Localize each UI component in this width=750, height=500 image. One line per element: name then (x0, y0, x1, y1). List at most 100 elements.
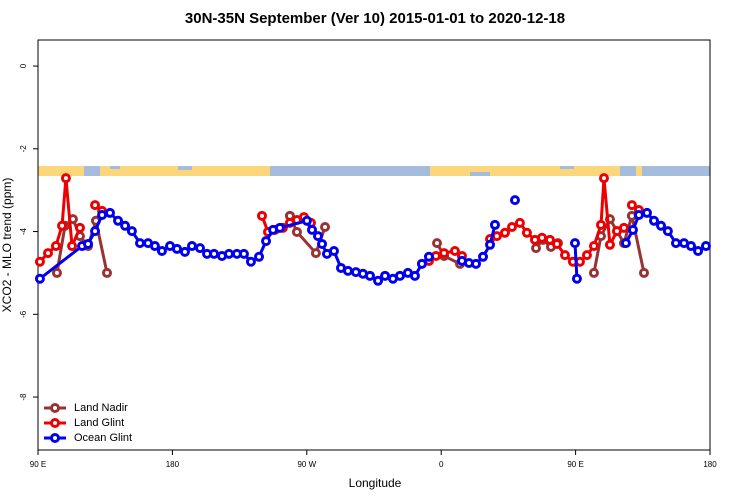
point (134, 238, 145, 249)
point (626, 200, 637, 211)
point (126, 226, 137, 237)
point (521, 227, 532, 238)
point (432, 238, 443, 249)
point (120, 220, 131, 231)
point (113, 215, 124, 226)
point (257, 210, 267, 221)
x-tick-label: 0 (439, 460, 444, 469)
point (209, 248, 220, 259)
point (373, 275, 384, 286)
point (238, 248, 249, 259)
point (620, 238, 631, 249)
point (60, 173, 71, 184)
point (83, 238, 94, 249)
y-tick-label: -2 (19, 145, 28, 153)
point (514, 217, 525, 228)
point (662, 226, 673, 237)
point (570, 238, 581, 249)
point (627, 224, 638, 235)
point (43, 248, 54, 259)
point (416, 258, 427, 269)
y-tick-label: 0 (19, 63, 28, 68)
legend-label: Land Glint (74, 417, 124, 429)
point (598, 173, 609, 184)
point (485, 239, 496, 250)
legend-marker (50, 403, 60, 413)
point (301, 215, 312, 226)
point (470, 258, 481, 269)
y-tick-label: -8 (19, 393, 28, 401)
point (67, 241, 78, 252)
point (588, 241, 599, 252)
point (380, 270, 391, 281)
point (499, 227, 510, 238)
x-tick-label: 180 (703, 460, 717, 469)
point (544, 234, 555, 245)
x-tick-label: 90 W (297, 460, 316, 469)
point (307, 224, 318, 235)
point (195, 243, 206, 254)
point (449, 245, 460, 256)
point (509, 195, 520, 206)
legend-marker (50, 418, 60, 428)
chart-title: 30N-35N September (Ver 10) 2015-01-01 to… (185, 10, 565, 27)
point (559, 250, 570, 261)
point (649, 215, 659, 226)
point (633, 210, 644, 221)
point (670, 238, 681, 249)
x-tick-label: 180 (166, 460, 180, 469)
point (172, 243, 183, 254)
y-tick-label: -4 (19, 227, 28, 235)
point (531, 243, 542, 254)
point (618, 222, 629, 233)
point (104, 207, 115, 218)
point (34, 273, 45, 284)
point (254, 251, 265, 262)
point (320, 222, 331, 233)
point (261, 236, 272, 247)
legend-label: Land Nadir (74, 402, 128, 414)
point (57, 220, 68, 231)
point (51, 267, 62, 278)
point (97, 210, 108, 221)
point (604, 239, 615, 250)
point (537, 232, 547, 243)
land-strip (38, 166, 642, 176)
legend-label: Ocean Glint (74, 432, 132, 444)
point (595, 219, 606, 230)
point (245, 256, 256, 267)
point (581, 250, 592, 261)
point (506, 222, 517, 233)
point (274, 222, 285, 233)
y-tick-label: -6 (19, 310, 28, 318)
point (571, 273, 582, 284)
point (409, 270, 420, 281)
x-tick-label: 90 E (30, 460, 46, 469)
point (90, 200, 101, 211)
point (641, 207, 652, 218)
point (74, 222, 85, 233)
point (34, 256, 45, 267)
point (423, 251, 434, 262)
point (343, 265, 354, 276)
point (551, 238, 562, 249)
ocean-strip (38, 166, 710, 176)
point (491, 231, 502, 242)
point (638, 267, 649, 278)
point (656, 220, 667, 231)
point (686, 241, 697, 252)
point (101, 267, 112, 278)
point (364, 270, 375, 281)
legend-marker (50, 433, 60, 443)
point (588, 267, 599, 278)
x-axis-label: Longitude (349, 476, 402, 490)
point (328, 245, 339, 256)
x-tick-label: 90 E (567, 460, 583, 469)
point (50, 241, 61, 252)
point (489, 219, 500, 230)
point (439, 248, 450, 259)
point (313, 231, 323, 242)
point (317, 238, 328, 249)
point (693, 245, 704, 256)
